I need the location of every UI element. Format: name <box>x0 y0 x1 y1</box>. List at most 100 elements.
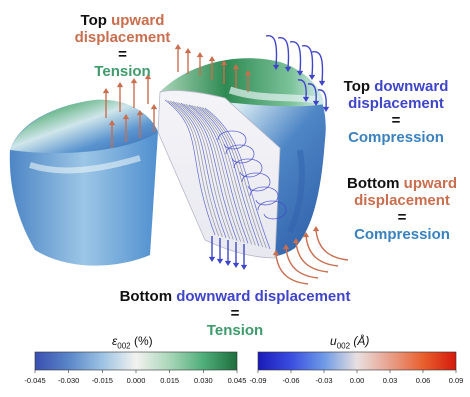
upward-arrow <box>302 232 339 267</box>
streamline <box>180 102 238 241</box>
colorbar-tick-label: 0.06 <box>415 376 431 385</box>
ann-bottom-up-displacement: displacement <box>354 192 450 209</box>
upward-arrow <box>220 60 228 84</box>
ann-bottom-down-equals: = <box>230 305 240 322</box>
upward-arrow <box>196 52 204 76</box>
strain-unit: (%) <box>130 334 153 348</box>
streamline <box>164 99 216 236</box>
ann-bottom-up-word: Bottom <box>346 175 400 192</box>
colorbar-tick-label: -0.045 <box>24 376 46 385</box>
upward-arrow <box>184 48 192 74</box>
ann-top-up-displacement: displacement <box>74 29 171 46</box>
streamline-swirl <box>249 186 279 206</box>
ann-top-up-result: Tension <box>94 63 151 80</box>
streamline <box>178 102 234 240</box>
colorbar-tick-marks <box>34 370 457 373</box>
upward-arrow <box>312 226 349 261</box>
colorbar-tick-label: 0.000 <box>126 376 146 385</box>
upward-arrow <box>272 250 309 285</box>
upward-arrow <box>130 78 138 108</box>
upward-arrow <box>292 238 329 273</box>
colorbar-tick-label: 0.09 <box>448 376 464 385</box>
downward-arrow <box>224 240 232 266</box>
streamline <box>194 105 256 246</box>
streamline <box>191 105 252 245</box>
downward-arrow <box>301 44 316 80</box>
displacement-symbol: u <box>330 334 337 348</box>
ann-top-down-displacement: displacement <box>348 95 444 112</box>
downward-arrow <box>277 36 292 72</box>
colorbar-tick-label: -0.015 <box>91 376 113 385</box>
displacement-streamlines <box>164 99 287 250</box>
downward-arrow <box>208 236 216 262</box>
downward-arrow <box>232 242 240 268</box>
ann-top-down-word: Top <box>343 78 371 95</box>
displacement-colorbar <box>257 351 457 371</box>
streamline <box>167 100 219 237</box>
annotation-top-upward: Top upward displacement = Tension <box>50 12 195 80</box>
ann-bottom-up-equals: = <box>397 209 407 226</box>
streamline <box>170 100 223 237</box>
streamline <box>199 106 263 248</box>
ann-bottom-up-direction: upward <box>403 175 457 192</box>
displacement-colorbar-title: u002 (Å) <box>330 334 369 350</box>
streamline-swirl <box>225 144 255 164</box>
top-downward-arrows <box>265 34 330 112</box>
ann-top-down-direction: downward <box>374 78 449 95</box>
strain-colorbar <box>34 351 238 371</box>
annotation-top-downward: Top downward displacement = Compression <box>326 78 466 146</box>
cut-slice-face <box>157 90 281 259</box>
streamline-swirl <box>233 158 263 178</box>
displacement-subscript: 002 <box>336 341 351 351</box>
upward-arrow <box>174 44 182 72</box>
streamline <box>175 101 230 239</box>
upward-arrow <box>282 244 319 279</box>
colorbar-tick-label: 0.00 <box>349 376 365 385</box>
streamline-swirl <box>217 130 247 150</box>
top-upward-arrows <box>102 44 252 148</box>
upward-arrow <box>102 88 110 118</box>
colorbar-tick-label: -0.06 <box>282 376 300 385</box>
streamline <box>188 104 249 244</box>
upward-arrow <box>108 120 116 148</box>
ann-bottom-down-result: Tension <box>206 322 264 339</box>
upward-arrow <box>150 104 158 132</box>
ann-bottom-up-result: Compression <box>354 226 450 243</box>
streamline-swirl <box>257 200 287 220</box>
upward-arrow <box>116 82 124 112</box>
colorbar-tick-label: -0.030 <box>58 376 80 385</box>
downward-arrow <box>317 89 330 112</box>
downward-arrow <box>311 50 326 86</box>
colorbar-tick-label: 0.030 <box>193 376 213 385</box>
ann-top-down-result: Compression <box>348 129 444 146</box>
streamline <box>172 101 227 238</box>
upward-arrow <box>136 110 144 138</box>
streamline-swirl <box>241 172 271 192</box>
downward-arrow <box>216 238 224 264</box>
bottom-upward-arrows <box>272 226 349 285</box>
ann-top-up-direction: upward <box>111 12 165 29</box>
upward-arrow <box>122 114 130 142</box>
upward-arrow <box>232 64 240 88</box>
displacement-unit: (Å) <box>350 334 370 348</box>
upward-arrow <box>244 70 252 92</box>
annotation-bottom-upward: Bottom upward displacement = Compression <box>336 175 468 243</box>
annotation-bottom-downward: Bottom downward displacement = Tension <box>90 288 380 339</box>
colorbar-tick-label: 0.03 <box>382 376 398 385</box>
colorbar-tick-label: -0.03 <box>315 376 333 385</box>
streamline <box>183 103 241 242</box>
left-crystal-block <box>9 99 159 266</box>
streamline <box>202 107 267 249</box>
downward-arrow <box>289 40 304 76</box>
strain-symbol: ε <box>112 334 118 348</box>
downward-arrow <box>240 244 248 270</box>
streamline <box>196 106 260 247</box>
ann-bottom-down-word: Bottom <box>119 288 173 305</box>
upward-arrow <box>208 56 216 80</box>
ann-top-down-equals: = <box>391 112 401 129</box>
downward-arrow <box>265 34 280 70</box>
ann-top-up-equals: = <box>118 46 127 63</box>
downward-arrow <box>307 83 320 106</box>
